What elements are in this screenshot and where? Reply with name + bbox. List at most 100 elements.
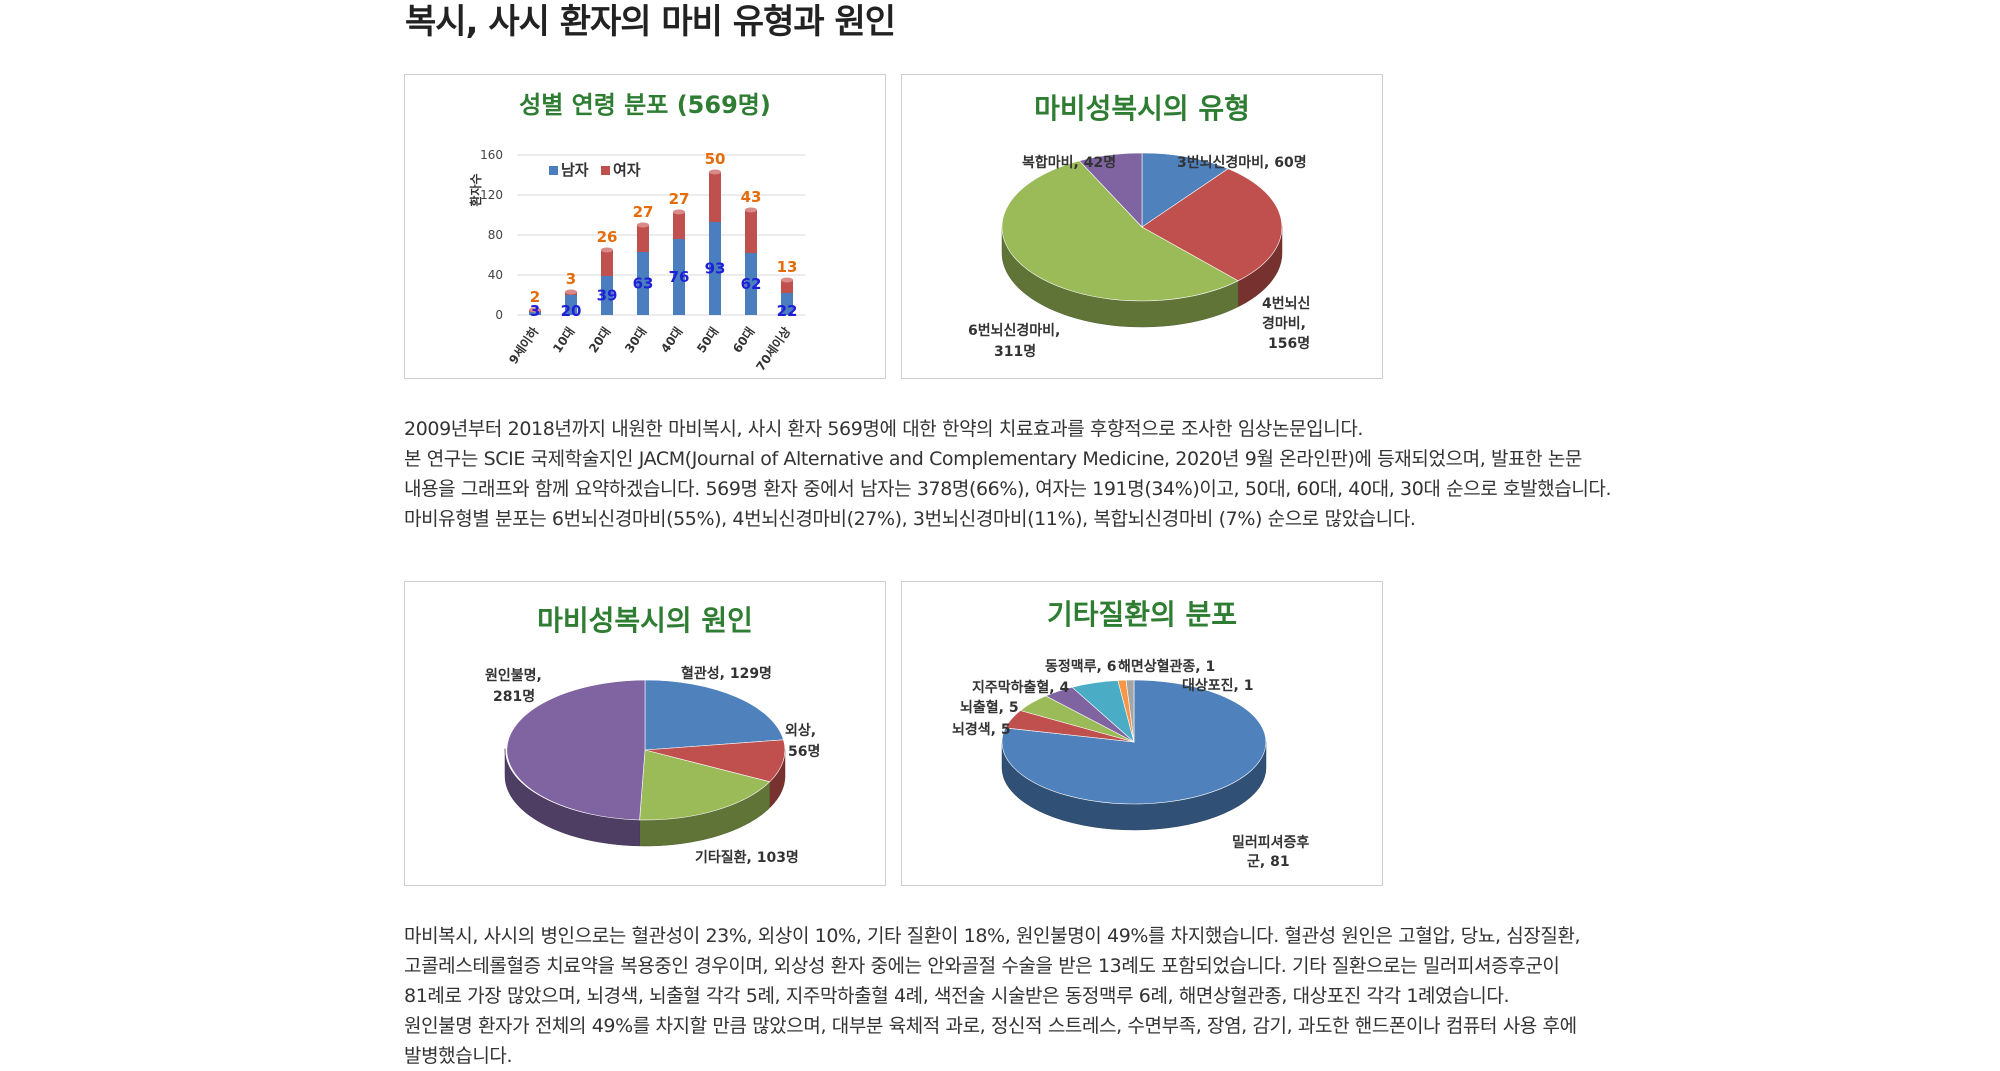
pie-slice bbox=[1125, 679, 1135, 743]
slice-label-zoster: 대상포진, 1 bbox=[1182, 677, 1253, 694]
legend-label-male: 남자 bbox=[561, 161, 589, 179]
paragraph-line: 원인불명 환자가 전체의 49%를 차지할 만큼 많았으며, 대부분 육체적 과… bbox=[404, 1015, 1577, 1037]
paragraph-line: 본 연구는 SCIE 국제학술지인 JACM(Journal of Altern… bbox=[404, 448, 1583, 470]
slice-label-infarction: 뇌경색, 5 bbox=[952, 721, 1011, 738]
x-tick-label: 10대 bbox=[550, 325, 577, 356]
x-tick-label: 20대 bbox=[586, 325, 613, 356]
slice-label-mfs-line1: 밀러피셔증후 bbox=[1232, 834, 1309, 851]
y-tick-label: 80 bbox=[488, 228, 503, 242]
y-tick-label: 40 bbox=[488, 268, 503, 282]
x-tick-label: 30대 bbox=[622, 325, 649, 356]
pie-slice bbox=[1141, 152, 1229, 228]
paragraph-line: 발병했습니다. bbox=[404, 1045, 513, 1067]
data-label-female: 2 bbox=[530, 288, 540, 306]
y-axis-label: 환자수 bbox=[468, 173, 483, 206]
pie-slice bbox=[639, 749, 771, 821]
slice-label-cn4-line2: 경마비, bbox=[1262, 315, 1306, 332]
age-sex-chart-panel: 성별 연령 분포 (569명) 환자수 0 40 80 120 160 3 2 9세이하 20… bbox=[404, 74, 886, 379]
pie-slice bbox=[506, 679, 646, 821]
page-title: 복시, 사시 환자의 마비 유형과 원인 bbox=[405, 2, 896, 42]
legend-label-female: 여자 bbox=[613, 161, 641, 179]
data-label-female: 3 bbox=[566, 270, 576, 288]
bar-male bbox=[709, 222, 721, 315]
data-label-male: 63 bbox=[633, 275, 654, 293]
chart-title: 성별 연령 분포 (569명) bbox=[519, 91, 771, 119]
data-label-female: 27 bbox=[669, 190, 690, 208]
paragraph-line: 내용을 그래프와 함께 요약하겠습니다. 569명 환자 중에서 남자는 378… bbox=[404, 478, 1612, 500]
bar-male bbox=[673, 239, 685, 315]
bar-male bbox=[781, 293, 793, 315]
bar-female bbox=[601, 250, 613, 276]
bar-female bbox=[781, 280, 793, 293]
data-label-male: 3 bbox=[530, 302, 540, 320]
paragraph-line: 2009년부터 2018년까지 내원한 마비복시, 사시 환자 569명에 대한… bbox=[404, 418, 1364, 440]
data-label-female: 43 bbox=[741, 188, 762, 206]
bar-top-cap bbox=[637, 222, 649, 228]
data-label-female: 13 bbox=[777, 258, 798, 276]
slice-label-vascular: 혈관성, 129명 bbox=[681, 665, 772, 682]
x-tick-label: 9세이하 bbox=[505, 324, 541, 367]
y-tick-label: 160 bbox=[480, 148, 503, 162]
legend-swatch-male bbox=[549, 166, 558, 175]
paragraph-line: 고콜레스테롤혈증 치료약을 복용중인 경우이며, 외상성 환자 중에는 안와골절… bbox=[404, 955, 1560, 977]
bar-female bbox=[709, 172, 721, 222]
bar-top-cap bbox=[529, 307, 541, 313]
pie-slice bbox=[644, 679, 784, 751]
pie-slice bbox=[1078, 152, 1143, 228]
slice-label-cn4-line1: 4번뇌신 bbox=[1262, 296, 1310, 312]
bar-top-cap bbox=[673, 209, 685, 215]
bar-top-cap bbox=[565, 289, 577, 295]
legend-swatch-female bbox=[601, 166, 610, 175]
data-label-female: 26 bbox=[597, 228, 618, 246]
data-label-male: 22 bbox=[777, 302, 798, 320]
bar-top-cap bbox=[709, 169, 721, 175]
other-disease-pie-chart: 기타질환의 분포 동정맥루, 6 해면상혈관종, 1 대상포진, 1 지주막하출… bbox=[952, 598, 1309, 870]
slice-label-unknown-line1: 원인불명, bbox=[485, 667, 542, 684]
slice-label-unknown-line2: 281명 bbox=[493, 688, 535, 705]
bar-male bbox=[565, 295, 577, 315]
data-label-female: 50 bbox=[705, 150, 726, 168]
cause-pie-chart: 마비성복시의 원인 혈관성, 129명 외상, 56명 기타질환, 103명 원… bbox=[485, 604, 820, 866]
slice-label-cn3: 3번뇌신경마비, 60명 bbox=[1177, 154, 1307, 171]
slice-label-cn6-line2: 311명 bbox=[994, 343, 1036, 360]
pie-slice-side bbox=[504, 748, 640, 847]
slice-label-cavernoma: 해면상혈관종, 1 bbox=[1118, 658, 1215, 675]
x-tick-label: 50대 bbox=[694, 325, 721, 356]
bar-male bbox=[529, 312, 541, 315]
pie-slice bbox=[644, 739, 786, 783]
pie-slice bbox=[1141, 168, 1283, 282]
data-label-male: 39 bbox=[597, 287, 618, 305]
cause-chart-panel: 마비성복시의 원인 혈관성, 129명 외상, 56명 기타질환, 103명 원… bbox=[404, 581, 886, 886]
bar-top-cap bbox=[745, 207, 757, 213]
slice-label-cn4-line3: 156명 bbox=[1268, 335, 1310, 352]
paralysis-type-chart-panel: 마비성복시의 유형 3번뇌신경마비, 60명 복합마비, 42명 6번뇌신경마비… bbox=[901, 74, 1383, 379]
bar-female bbox=[637, 225, 649, 252]
slice-label-cn6-line1: 6번뇌신경마비, bbox=[968, 322, 1060, 339]
bar-male bbox=[637, 252, 649, 315]
data-label-male: 93 bbox=[705, 260, 726, 278]
pie-slice bbox=[1001, 160, 1239, 302]
y-tick-label: 120 bbox=[480, 188, 503, 202]
slice-label-hemorrhage: 뇌출혈, 5 bbox=[960, 699, 1019, 716]
x-tick-label: 70세이상 bbox=[753, 324, 794, 373]
chart-title: 마비성복시의 유형 bbox=[1034, 92, 1250, 125]
data-label-male: 76 bbox=[669, 268, 690, 286]
bar-top-cap bbox=[601, 247, 613, 253]
bar-female bbox=[745, 210, 757, 253]
paragraph-line: 마비유형별 분포는 6번뇌신경마비(55%), 4번뇌신경마비(27%), 3번… bbox=[404, 508, 1416, 530]
bar-male bbox=[601, 276, 613, 315]
slice-label-trauma-line2: 56명 bbox=[788, 743, 820, 760]
slice-label-other: 기타질환, 103명 bbox=[695, 849, 799, 866]
x-tick-label: 60대 bbox=[730, 325, 757, 356]
slice-label-avf: 동정맥루, 6 bbox=[1045, 658, 1116, 675]
slice-label-trauma-line1: 외상, bbox=[785, 722, 816, 739]
slice-label-combined: 복합마비, 42명 bbox=[1022, 154, 1116, 171]
bar-female bbox=[673, 212, 685, 239]
y-tick-label: 0 bbox=[495, 308, 503, 322]
summary-paragraph-1: 2009년부터 2018년까지 내원한 마비복시, 사시 환자 569명에 대한… bbox=[404, 414, 1612, 534]
data-label-female: 27 bbox=[633, 203, 654, 221]
chart-title: 기타질환의 분포 bbox=[1047, 598, 1237, 631]
bar-male bbox=[745, 253, 757, 315]
bar-top-cap bbox=[781, 277, 793, 283]
